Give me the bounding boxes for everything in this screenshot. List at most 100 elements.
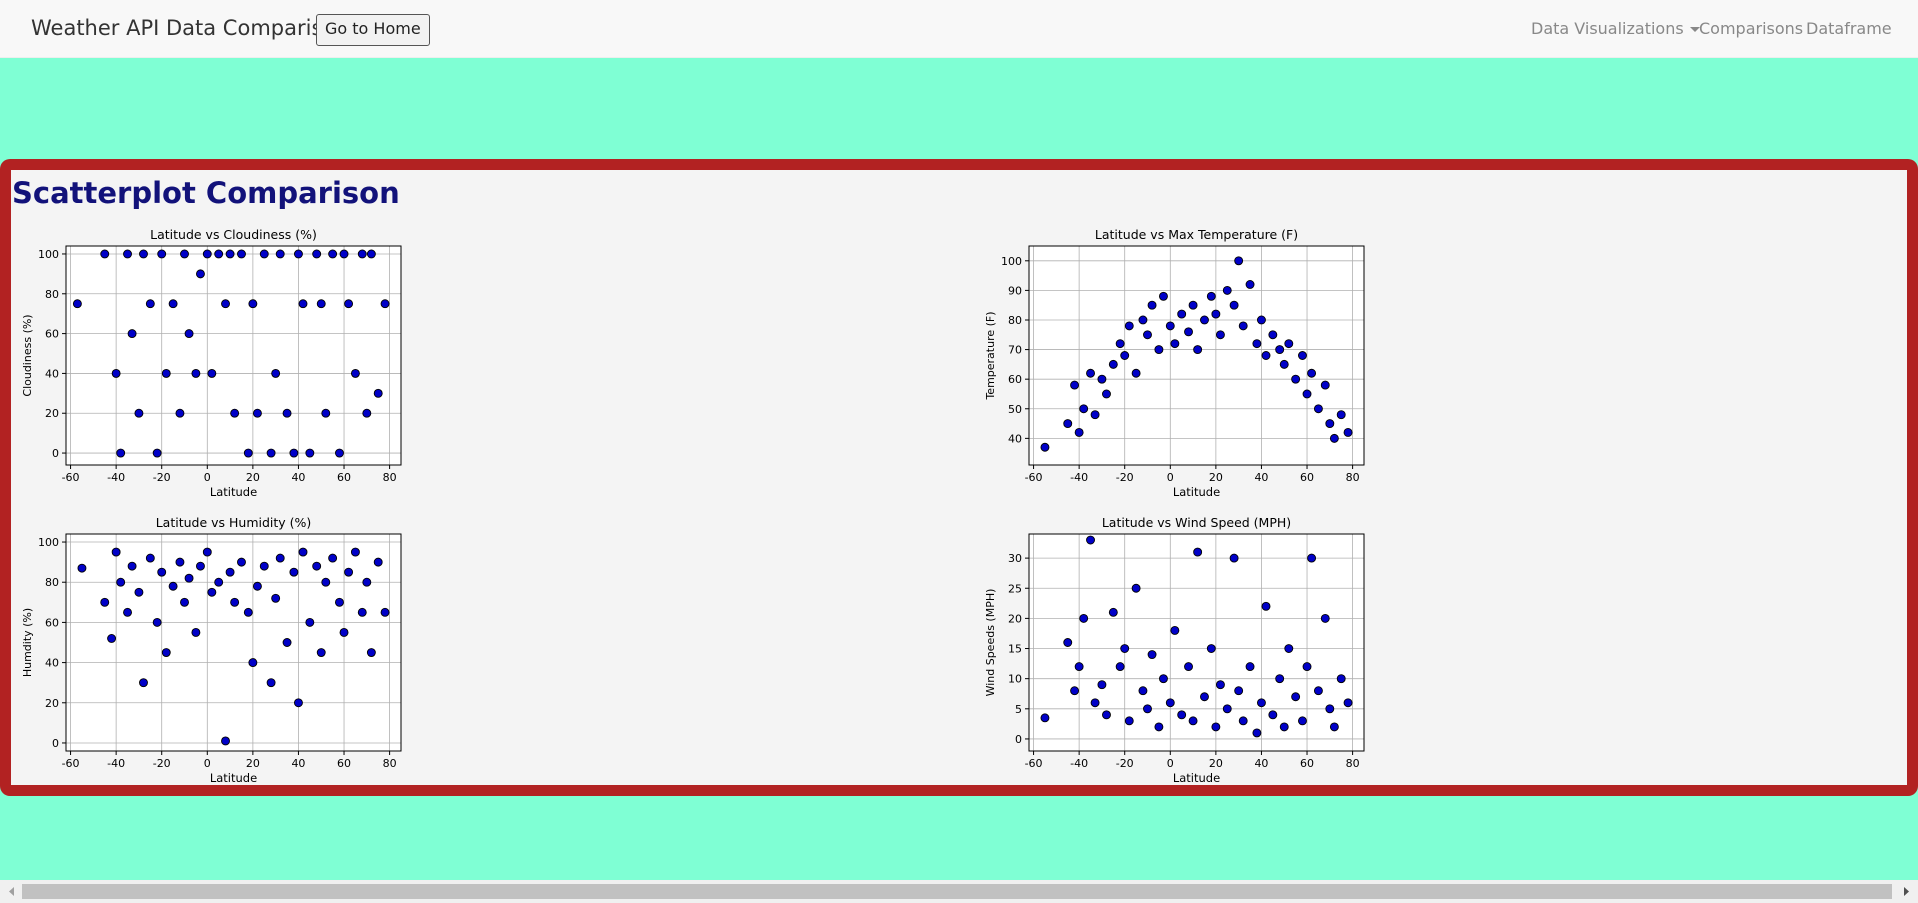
point [152, 617, 162, 627]
y-tick-label: 40 [1008, 432, 1022, 445]
point [184, 573, 194, 583]
point [357, 607, 367, 617]
point [1245, 662, 1255, 672]
point [259, 249, 269, 259]
x-tick-label: 60 [1300, 471, 1314, 484]
point [1211, 309, 1221, 319]
point [161, 648, 171, 657]
point [1336, 410, 1346, 420]
x-tick-label: 0 [204, 471, 211, 484]
y-tick-label: 60 [45, 328, 59, 341]
point [1102, 710, 1111, 720]
x-axis-label: Latitude [1173, 771, 1220, 785]
point [184, 329, 194, 339]
x-tick-label: -60 [62, 757, 80, 770]
point [328, 553, 338, 563]
scroll-right[interactable] [1904, 887, 1909, 896]
y-axis-label: Wind Speeds (MPH) [984, 589, 997, 697]
scroll-thumb[interactable] [22, 884, 1892, 899]
point [373, 557, 383, 567]
point [237, 249, 246, 259]
y-axis-label: Cloudiness (%) [21, 314, 34, 396]
x-tick-label: -40 [1070, 757, 1088, 770]
scroll-left[interactable] [9, 887, 14, 896]
scrollbar[interactable] [0, 880, 1918, 903]
chart-title: Latitude vs Humidity (%) [156, 515, 312, 530]
point [180, 249, 189, 259]
home-button[interactable]: Go to Home [316, 14, 430, 46]
point [1188, 300, 1198, 310]
x-axis-label: Latitude [210, 771, 257, 785]
nav-dropdown[interactable]: Data Visualizations [1531, 19, 1700, 38]
point [1302, 389, 1312, 399]
point [271, 593, 281, 603]
point [127, 561, 137, 571]
y-tick-label: 60 [1008, 373, 1022, 386]
point [225, 567, 235, 577]
point [134, 408, 144, 418]
point [1291, 374, 1301, 384]
point [293, 249, 303, 259]
nav-link[interactable]: Dataframe [1806, 19, 1892, 38]
y-tick-label: 20 [1008, 612, 1022, 625]
point [1252, 728, 1262, 738]
x-tick-label: -20 [1116, 757, 1134, 770]
point [1154, 722, 1164, 732]
scatter-chart: -60 -40 -20 0 20 40 60 80 0 20 40 60 80 100 Latitude v… [21, 515, 402, 785]
x-tick-label: 0 [204, 757, 211, 770]
scatter-chart: -60 -40 -20 0 20 40 60 80 40 50 60 70 80 90 100 Latitud… [984, 227, 1365, 499]
x-tick-label: -40 [107, 757, 125, 770]
point [134, 587, 144, 597]
point [175, 557, 185, 567]
point [1343, 427, 1353, 437]
scatter-chart: -60 -40 -20 0 20 40 60 80 0 5 10 15 20 25 30 Latitude v… [984, 515, 1365, 785]
point [1325, 704, 1335, 714]
point [1143, 704, 1152, 714]
point [344, 567, 354, 577]
point [1120, 644, 1130, 653]
x-tick-label: 20 [246, 757, 260, 770]
point [335, 448, 344, 458]
point [335, 597, 344, 607]
point [1131, 583, 1141, 593]
point [1200, 315, 1209, 325]
point [1275, 674, 1285, 684]
point [1298, 716, 1307, 726]
point [298, 299, 308, 309]
y-tick-label: 60 [45, 616, 59, 629]
plot-area [1029, 246, 1364, 465]
point [1234, 686, 1244, 696]
point [243, 448, 253, 458]
point [116, 577, 126, 587]
x-tick-label: -40 [1070, 471, 1088, 484]
x-tick-label: 0 [1167, 757, 1174, 770]
x-tick-label: -60 [62, 471, 80, 484]
point [145, 553, 155, 563]
point [1252, 339, 1262, 349]
y-tick-label: 0 [1015, 733, 1022, 746]
point [248, 299, 258, 309]
x-tick-label: 40 [291, 471, 305, 484]
plot-area [1029, 534, 1364, 751]
x-tick-label: -60 [1025, 757, 1043, 770]
y-tick-label: 80 [45, 288, 59, 301]
point [1261, 351, 1271, 360]
point [168, 581, 178, 591]
point [1211, 722, 1221, 732]
point [1193, 547, 1203, 557]
plot-frame [65, 533, 402, 752]
point [305, 617, 315, 627]
nav-link[interactable]: Comparisons [1699, 19, 1804, 38]
y-tick-label: 90 [1008, 284, 1022, 297]
point [207, 587, 217, 597]
point [123, 249, 132, 259]
point [1284, 339, 1294, 349]
point [1268, 330, 1278, 340]
point [1229, 553, 1239, 563]
x-tick-label: -20 [153, 757, 171, 770]
point [1329, 722, 1339, 732]
point [289, 567, 299, 577]
point [180, 597, 189, 607]
brand[interactable]: Weather API Data Comparison [31, 16, 349, 40]
